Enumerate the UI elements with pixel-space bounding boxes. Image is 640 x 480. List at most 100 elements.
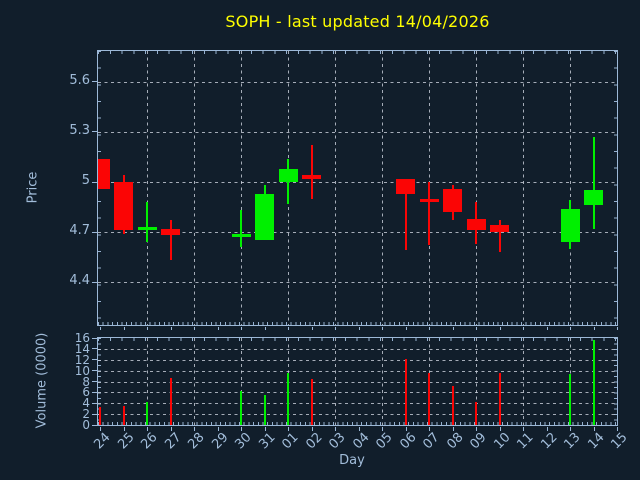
volume-axis-label: Volume (0000) [34,332,50,429]
x-tick-mark [170,427,172,431]
candle-body-09 [466,218,486,231]
volume-bar-07 [428,373,430,425]
volume-tick-mark [92,402,97,404]
x-tick-mark [100,427,101,431]
gridline-horizontal [98,232,617,233]
x-tick-mark-upper [593,327,595,330]
x-tick-label: 28 [185,430,208,453]
minor-ticks-bottom [98,422,617,425]
minor-ticks-right [614,51,617,325]
candle-body-31 [255,193,274,241]
gridline-horizontal [98,403,617,405]
x-tick-mark-upper [147,327,148,330]
candle-wick-27 [169,220,172,261]
x-tick-mark [523,427,524,431]
candle-wick-06 [404,178,407,251]
x-tick-label: 01 [279,430,302,453]
volume-bar-30 [240,390,242,425]
candle-body-25 [114,182,133,231]
x-tick-mark-upper [382,327,383,330]
x-tick-mark [593,427,595,431]
x-tick-mark [264,427,266,431]
x-tick-mark [358,427,360,431]
candle-body-24 [98,158,110,189]
candle-body-07 [419,198,439,202]
price-tick-mark [92,181,97,183]
price-tick-label: 4.7 [69,223,90,238]
gridline-vertical [241,51,242,325]
volume-bar-06 [404,358,407,425]
price-tick-label: 4.4 [69,273,90,288]
minor-ticks-bottom [98,322,617,325]
gridline-vertical [476,51,477,325]
candle-wick-07 [428,182,430,246]
x-tick-mark-upper [288,327,289,330]
x-tick-mark-upper [499,327,501,330]
candle-wick-26 [146,202,148,242]
x-tick-label: 09 [467,430,490,453]
candle-body-01 [278,168,298,182]
gridline-vertical [382,51,383,325]
x-tick-mark-upper [264,327,266,330]
x-tick-mark [311,427,313,431]
candle-wick-02 [310,145,313,199]
volume-bar-02 [310,379,313,425]
x-tick-mark [570,427,571,431]
x-tick-mark-upper [194,327,195,330]
volume-tick-label: 12 [74,352,90,367]
candle-body-14 [584,190,603,206]
gridline-horizontal [98,182,617,183]
price-tick-mark [92,231,97,233]
volume-bar-31 [263,395,266,425]
gridline-horizontal [98,359,617,361]
candle-body-27 [161,228,180,236]
x-tick-mark [288,427,289,431]
price-tick-label: 5.3 [69,122,90,138]
x-tick-mark-upper [217,327,219,330]
gridline-vertical [147,51,148,325]
candle-wick-30 [240,210,242,247]
volume-bar-14 [592,340,595,425]
x-tick-mark-upper [523,327,524,330]
volume-tick-mark [92,348,97,350]
x-tick-label: 07 [420,430,443,453]
x-tick-mark-upper [476,327,477,330]
x-tick-mark [546,427,548,431]
volume-bar-27 [169,378,172,425]
x-tick-mark-upper [570,327,571,330]
gridline-horizontal [98,348,617,350]
volume-bar-24 [99,407,101,425]
price-axis-label: Price [25,171,41,204]
gridline-vertical [194,51,195,325]
gridline-horizontal [98,282,617,283]
x-tick-mark [382,427,383,431]
volume-tick-mark [92,424,97,426]
volume-bar-08 [451,386,454,425]
gridline-vertical [570,51,571,325]
candle-body-02 [302,175,321,179]
volume-panel [97,337,618,426]
x-tick-mark [147,427,148,431]
volume-bar-01 [287,373,289,425]
x-tick-mark-upper [123,327,125,330]
x-tick-mark-upper [452,327,454,330]
x-tick-label: 13 [561,430,584,453]
gridline-horizontal [98,381,617,383]
x-tick-mark [499,427,501,431]
x-tick-mark [217,427,219,431]
volume-bar-09 [475,402,477,425]
x-tick-mark [617,427,618,431]
price-tick-label: 5.6 [69,72,90,88]
x-tick-mark-upper [358,327,360,330]
volume-tick-label: 8 [82,374,90,389]
x-tick-label: 30 [232,430,255,453]
volume-bar-25 [122,405,125,425]
volume-tick-label: 0 [82,418,90,432]
x-tick-mark [123,427,125,431]
volume-tick-label: 14 [74,341,90,356]
minor-ticks-top [98,338,617,341]
volume-bar-10 [498,373,501,425]
price-tick-mark [92,281,97,283]
volume-tick-mark [92,413,97,415]
x-tick-mark [429,427,430,431]
